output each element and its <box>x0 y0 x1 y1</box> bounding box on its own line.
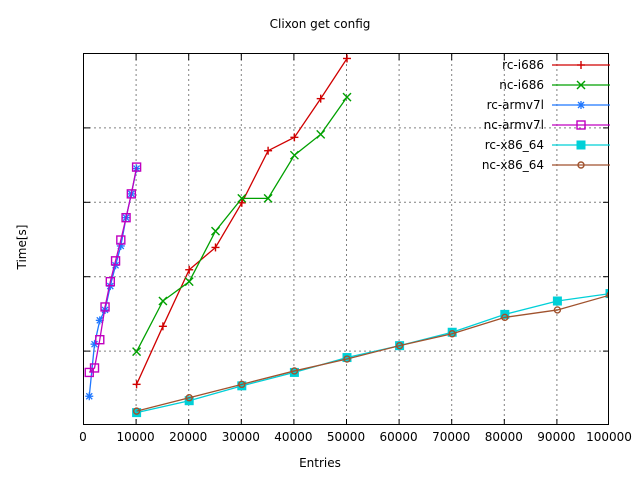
series-nc-x86_64 <box>132 291 608 415</box>
plot-area <box>83 53 609 425</box>
legend-sample-filledsquare-icon <box>550 136 612 154</box>
legend-sample-opensquare-icon <box>550 116 612 134</box>
x-tick-label: 80000 <box>484 430 523 444</box>
legend-item-nc-i686: nc-i686 <box>440 75 612 95</box>
x-tick-label: 40000 <box>274 430 313 444</box>
x-tick-label: 100000 <box>586 430 632 444</box>
legend-label: rc-armv7l <box>486 98 544 112</box>
x-tick-label: 50000 <box>326 430 366 444</box>
legend-sample-opencircle-icon <box>550 156 612 174</box>
series-nc-i686 <box>132 92 352 357</box>
series-nc-armv7l <box>84 162 142 378</box>
series-rc-armv7l <box>85 164 141 401</box>
plot-svg <box>84 54 608 424</box>
legend-item-rc-armv7l: rc-armv7l <box>440 95 612 115</box>
x-tick-label: 70000 <box>432 430 471 444</box>
x-tick-label: 20000 <box>169 430 208 444</box>
legend-label: rc-x86_64 <box>484 138 544 152</box>
x-tick-label: 10000 <box>116 430 155 444</box>
y-axis-label: Time[s] <box>15 224 29 270</box>
legend-sample-plus-icon <box>550 56 612 74</box>
chart-title: Clixon get config <box>269 17 371 31</box>
x-tick-label: 0 <box>79 430 87 444</box>
legend-label: nc-x86_64 <box>481 158 544 172</box>
x-axis-label: Entries <box>299 456 341 470</box>
legend-item-nc-x86_64: nc-x86_64 <box>440 155 612 175</box>
legend-item-rc-i686: rc-i686 <box>440 55 612 75</box>
legend-label: nc-i686 <box>499 78 544 92</box>
x-tick-label: 30000 <box>221 430 260 444</box>
legend-item-nc-armv7l: nc-armv7l <box>440 115 612 135</box>
legend-sample-star-icon <box>550 96 612 114</box>
legend-sample-cross-icon <box>550 76 612 94</box>
chart-legend: rc-i686 nc-i686 rc-armv7l nc-armv7l rc-x86_6… <box>440 55 612 175</box>
series-rc-i686 <box>132 54 351 389</box>
x-tick-label: 90000 <box>537 430 576 444</box>
x-tick-label: 60000 <box>379 430 418 444</box>
legend-label: rc-i686 <box>502 58 544 72</box>
legend-item-rc-x86_64: rc-x86_64 <box>440 135 612 155</box>
legend-label: nc-armv7l <box>483 118 544 132</box>
